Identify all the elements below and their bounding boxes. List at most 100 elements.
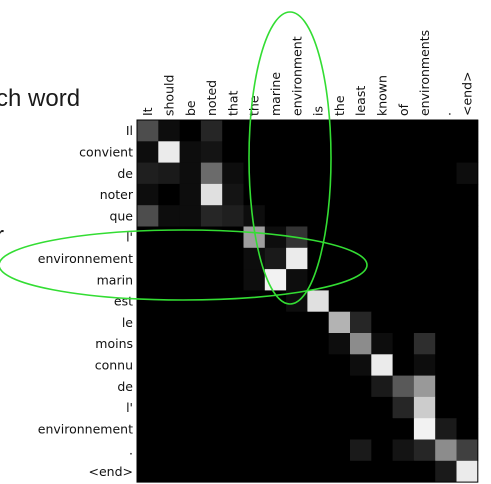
heatmap-cell-r2-c15 [457, 163, 479, 185]
heatmap-cell-r13-c1 [158, 397, 180, 419]
heatmap-cell-r16-c5 [244, 461, 266, 483]
heatmap-cell-r8-c3 [201, 290, 223, 312]
heatmap-cell-r7-c1 [158, 269, 180, 291]
heatmap-cell-r1-c1 [158, 141, 180, 163]
heatmap-cell-r4-c13 [414, 205, 436, 227]
heatmap-cell-r3-c5 [244, 184, 266, 206]
heatmap-cell-r15-c15 [457, 440, 479, 462]
heatmap-cell-r14-c10 [350, 418, 372, 440]
heatmap-cell-r12-c6 [265, 376, 287, 398]
heatmap-cell-r16-c13 [414, 461, 436, 483]
heatmap-cell-r11-c2 [180, 354, 202, 376]
heatmap-cell-r9-c6 [265, 312, 287, 334]
heatmap-cell-r5-c13 [414, 227, 436, 249]
heatmap-cell-r7-c7 [286, 269, 308, 291]
heatmap-cell-r8-c5 [244, 290, 266, 312]
heatmap-cell-r11-c4 [222, 354, 244, 376]
heatmap-cell-r8-c2 [180, 290, 202, 312]
heatmap-cell-r3-c13 [414, 184, 436, 206]
heatmap-cell-r10-c9 [329, 333, 351, 355]
heatmap-cell-r16-c14 [435, 461, 457, 483]
heatmap-cell-r9-c14 [435, 312, 457, 334]
heatmap-cell-r15-c11 [371, 440, 393, 462]
source-word-6: marine [268, 72, 283, 116]
heatmap-cell-r9-c2 [180, 312, 202, 334]
heatmap-cell-r11-c6 [265, 354, 287, 376]
target-word-10: moins [95, 336, 133, 351]
heatmap-cell-r0-c1 [158, 120, 180, 142]
heatmap-cell-r1-c15 [457, 141, 479, 163]
heatmap-cell-r0-c14 [435, 120, 457, 142]
heatmap-cell-r11-c12 [393, 354, 415, 376]
heatmap-cell-r15-c7 [286, 440, 308, 462]
heatmap-cell-r7-c14 [435, 269, 457, 291]
heatmap-cell-r6-c6 [265, 248, 287, 270]
heatmap-cell-r1-c0 [137, 141, 159, 163]
heatmap-cell-r5-c10 [350, 227, 372, 249]
source-word-11: known [374, 75, 389, 116]
slide-text-fragment-2: r [0, 222, 4, 249]
heatmap-cell-r14-c2 [180, 418, 202, 440]
heatmap-cell-r15-c1 [158, 440, 180, 462]
heatmap-cell-r3-c1 [158, 184, 180, 206]
heatmap-cell-r10-c1 [158, 333, 180, 355]
heatmap-cell-r6-c15 [457, 248, 479, 270]
heatmap-cell-r14-c5 [244, 418, 266, 440]
heatmap-cell-r12-c4 [222, 376, 244, 398]
heatmap-cell-r12-c15 [457, 376, 479, 398]
heatmap-cell-r4-c1 [158, 205, 180, 227]
heatmap-cell-r10-c8 [307, 333, 329, 355]
heatmap-cell-r7-c11 [371, 269, 393, 291]
heatmap-cell-r2-c4 [222, 163, 244, 185]
source-word-10: least [353, 86, 368, 116]
source-word-1: should [161, 75, 176, 116]
heatmap-cell-r3-c7 [286, 184, 308, 206]
heatmap-cell-r11-c13 [414, 354, 436, 376]
heatmap-cell-r5-c12 [393, 227, 415, 249]
target-word-0: Il [126, 123, 133, 138]
heatmap-cell-r14-c6 [265, 418, 287, 440]
heatmap-cell-r16-c12 [393, 461, 415, 483]
heatmap-cell-r1-c5 [244, 141, 266, 163]
heatmap-cell-r4-c10 [350, 205, 372, 227]
source-word-13: environments [417, 30, 432, 116]
heatmap-cell-r10-c15 [457, 333, 479, 355]
target-word-labels: Il convient de noter que l' environnement marin… [38, 123, 134, 479]
heatmap-cell-r12-c7 [286, 376, 308, 398]
heatmap-cell-r3-c0 [137, 184, 159, 206]
heatmap-cell-r2-c10 [350, 163, 372, 185]
target-word-6: environnement [38, 251, 133, 266]
heatmap-cell-r15-c9 [329, 440, 351, 462]
heatmap-cell-r2-c14 [435, 163, 457, 185]
heatmap-cell-r9-c12 [393, 312, 415, 334]
heatmap-cell-r16-c4 [222, 461, 244, 483]
heatmap-cell-r0-c12 [393, 120, 415, 142]
heatmap-cell-r3-c15 [457, 184, 479, 206]
source-word-2: be [183, 100, 198, 116]
heatmap-cell-r0-c10 [350, 120, 372, 142]
heatmap-cell-r8-c12 [393, 290, 415, 312]
heatmap-cell-r6-c4 [222, 248, 244, 270]
heatmap-cell-r9-c10 [350, 312, 372, 334]
heatmap-cell-r3-c12 [393, 184, 415, 206]
heatmap-cell-r2-c9 [329, 163, 351, 185]
heatmap-cell-r16-c6 [265, 461, 287, 483]
heatmap-cell-r10-c2 [180, 333, 202, 355]
heatmap-cell-r16-c11 [371, 461, 393, 483]
heatmap-cell-r7-c13 [414, 269, 436, 291]
heatmap-cell-r13-c8 [307, 397, 329, 419]
heatmap-cell-r16-c0 [137, 461, 159, 483]
heatmap-cell-r13-c11 [371, 397, 393, 419]
source-word-4: that [225, 91, 240, 116]
heatmap-cell-r1-c2 [180, 141, 202, 163]
target-word-14: environnement [38, 421, 133, 436]
heatmap-cell-r6-c14 [435, 248, 457, 270]
heatmap-cell-r0-c2 [180, 120, 202, 142]
source-word-12: of [396, 103, 411, 116]
heatmap-cell-r13-c10 [350, 397, 372, 419]
heatmap-cell-r4-c8 [307, 205, 329, 227]
heatmap-cell-r6-c12 [393, 248, 415, 270]
heatmap-cell-r0-c6 [265, 120, 287, 142]
heatmap-cell-r9-c15 [457, 312, 479, 334]
